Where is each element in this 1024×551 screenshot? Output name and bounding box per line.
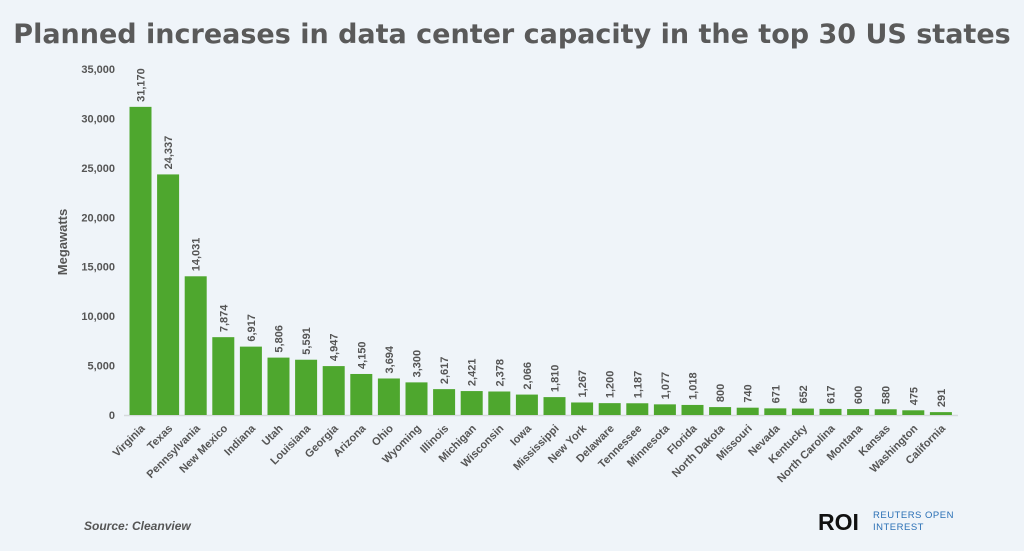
data-label: 2,066 [522, 362, 534, 390]
y-tick-label: 30,000 [81, 113, 115, 125]
bar [239, 346, 262, 415]
source-note: Source: Cleanview [84, 519, 191, 533]
data-label: 6,917 [246, 314, 258, 342]
data-label: 2,617 [439, 357, 451, 385]
bar [571, 402, 594, 415]
bar [405, 382, 428, 415]
data-label: 617 [826, 386, 838, 404]
data-label: 3,694 [384, 345, 396, 373]
logo-line2: INTEREST [873, 522, 924, 533]
bar [874, 409, 897, 415]
y-tick-label: 35,000 [81, 64, 115, 76]
data-label: 652 [798, 385, 810, 403]
bar [653, 404, 676, 415]
bar [184, 276, 207, 415]
x-tick-label: Virginia [111, 422, 148, 459]
data-label: 800 [715, 384, 727, 402]
x-tick-label: Indiana [222, 422, 258, 458]
bar [460, 391, 483, 415]
bar [322, 366, 345, 415]
y-axis-label: Megawatts [55, 209, 70, 275]
bar [377, 378, 400, 415]
data-label: 475 [908, 387, 920, 405]
bar [681, 404, 704, 415]
y-tick-label: 25,000 [81, 163, 115, 175]
y-tick-label: 5,000 [87, 361, 115, 373]
data-label: 580 [881, 386, 893, 404]
data-label: 31,170 [136, 68, 148, 102]
data-label: 14,031 [191, 238, 203, 272]
chart-title: Planned increases in data center capacit… [13, 19, 1010, 50]
data-label: 1,187 [632, 371, 644, 399]
bar [902, 410, 925, 415]
bar [929, 412, 952, 415]
bar [350, 373, 373, 415]
data-label: 671 [770, 385, 782, 403]
bar [129, 106, 152, 415]
bar [598, 403, 621, 415]
logo-line1: REUTERS OPEN [873, 510, 954, 521]
data-label: 4,150 [356, 341, 368, 369]
data-label: 3,300 [412, 350, 424, 378]
roi-logo: ROI REUTERS OPEN INTEREST [818, 509, 954, 535]
data-label: 740 [743, 384, 755, 402]
y-tick-label: 0 [109, 410, 115, 422]
data-label: 2,421 [467, 359, 479, 387]
data-label: 24,337 [163, 136, 175, 170]
data-label: 1,200 [605, 371, 617, 399]
data-label: 1,077 [660, 372, 672, 400]
bar [709, 407, 732, 415]
bar [626, 403, 649, 415]
bar [543, 397, 566, 415]
bar [488, 391, 511, 415]
data-label: 7,874 [218, 304, 230, 332]
bar [433, 389, 456, 415]
bar [267, 357, 290, 415]
data-label: 1,810 [550, 365, 562, 393]
bar [791, 408, 814, 415]
data-label: 2,378 [494, 359, 506, 387]
bar [764, 408, 787, 415]
data-label: 4,947 [329, 334, 341, 362]
y-tick-label: 15,000 [81, 262, 115, 274]
data-label: 5,806 [274, 325, 286, 353]
y-tick-label: 10,000 [81, 311, 115, 323]
data-label: 1,267 [577, 370, 589, 398]
bar [847, 409, 870, 415]
bar [295, 359, 318, 415]
bar [736, 407, 759, 415]
bar [515, 394, 538, 415]
data-label: 5,591 [301, 327, 313, 355]
data-label: 1,018 [688, 372, 700, 400]
bar [819, 408, 842, 415]
logo-mark: ROI [818, 509, 859, 535]
data-label: 291 [936, 389, 948, 407]
y-tick-label: 20,000 [81, 212, 115, 224]
data-label: 600 [853, 386, 865, 404]
bar [212, 337, 235, 415]
bar [157, 174, 180, 415]
